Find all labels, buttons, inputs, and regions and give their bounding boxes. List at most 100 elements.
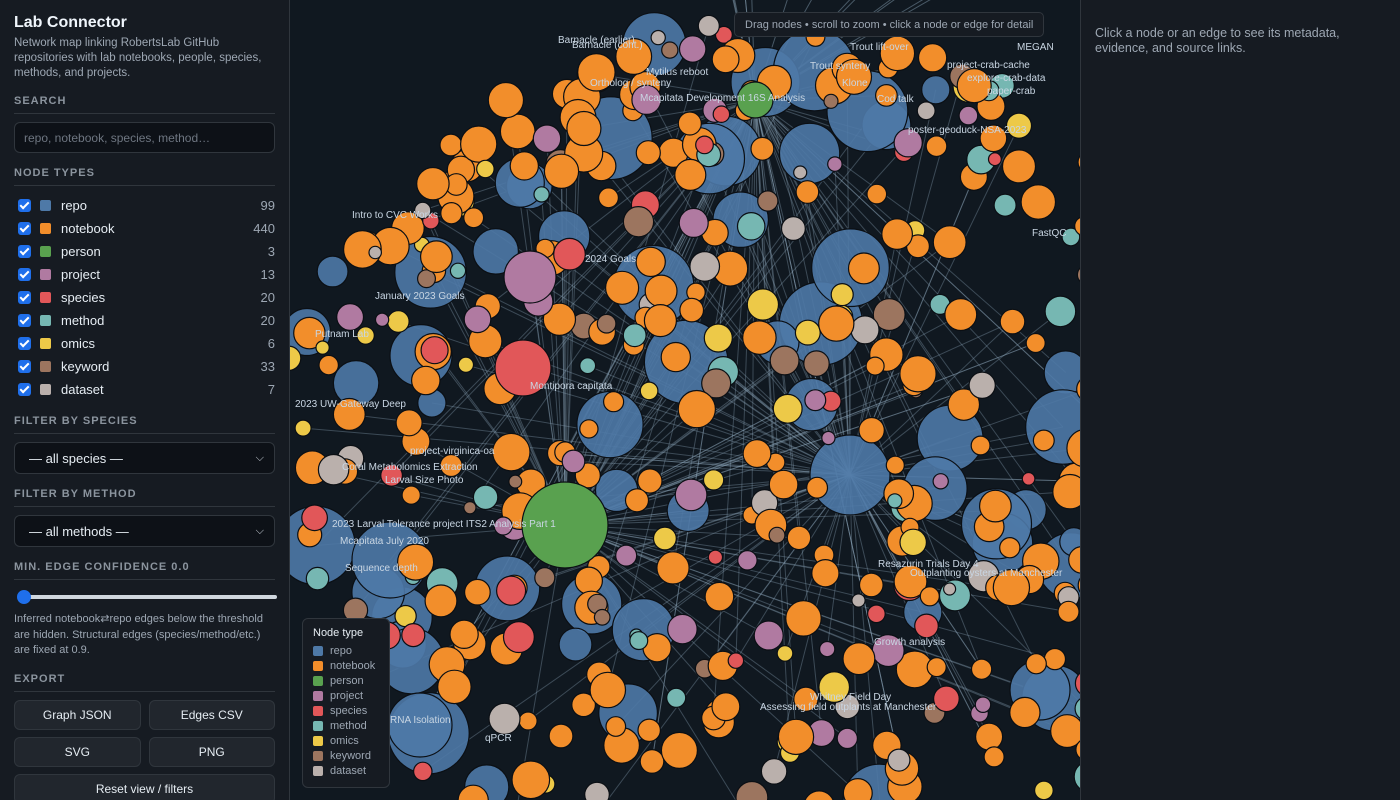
graph-node-keyword[interactable]: [872, 298, 906, 332]
graph-node-notebook[interactable]: [635, 140, 661, 166]
graph-node-dataset[interactable]: [760, 758, 788, 785]
graph-node-notebook[interactable]: [711, 45, 740, 74]
graph-node-species[interactable]: [301, 504, 329, 532]
graph-node-notebook[interactable]: [750, 136, 775, 161]
graph-node-notebook[interactable]: [842, 642, 876, 676]
graph-node-omics[interactable]: [294, 419, 312, 437]
export-svg-button[interactable]: SVG: [14, 736, 141, 767]
graph-node-notebook[interactable]: [1066, 429, 1080, 467]
confidence-slider[interactable]: [14, 588, 277, 606]
graph-node-keyword[interactable]: [463, 501, 477, 515]
graph-node-notebook[interactable]: [589, 671, 627, 709]
graph-node-project[interactable]: [804, 389, 827, 412]
graph-edge[interactable]: [573, 460, 851, 476]
graph-node-notebook[interactable]: [615, 37, 653, 75]
graph-node-species[interactable]: [867, 604, 886, 624]
graph-node-omics[interactable]: [703, 323, 733, 353]
graph-node-omics[interactable]: [652, 526, 677, 551]
graph-node-dataset[interactable]: [942, 582, 957, 596]
graph-node-species[interactable]: [714, 25, 733, 44]
graph-node-repo[interactable]: [809, 434, 891, 516]
graph-node-notebook[interactable]: [643, 304, 677, 338]
graph-node-keyword[interactable]: [593, 608, 611, 626]
graph-node-method[interactable]: [305, 566, 330, 591]
graph-node-species[interactable]: [494, 339, 552, 397]
graph-node-notebook[interactable]: [1025, 653, 1047, 675]
graph-node-notebook[interactable]: [881, 218, 913, 251]
graph-node-method[interactable]: [1073, 761, 1080, 792]
graph-node-omics[interactable]: [794, 319, 821, 346]
graph-node-project[interactable]: [493, 516, 513, 536]
graph-node-notebook[interactable]: [449, 619, 479, 650]
graph-node-notebook[interactable]: [660, 731, 698, 770]
graph-node-notebook[interactable]: [566, 110, 602, 147]
graph-edge[interactable]: [754, 99, 950, 243]
graph-node-notebook[interactable]: [999, 308, 1026, 335]
graph-node-notebook[interactable]: [974, 722, 1004, 751]
export-graph-json-button[interactable]: Graph JSON: [14, 699, 141, 730]
graph-node-notebook[interactable]: [1077, 152, 1080, 173]
graph-edge[interactable]: [527, 474, 851, 722]
graph-node-notebook[interactable]: [786, 525, 812, 551]
graph-node-omics[interactable]: [1005, 112, 1033, 139]
graph-node-dataset[interactable]: [916, 101, 936, 121]
graph-node-method[interactable]: [1061, 227, 1080, 247]
graph-node-dataset[interactable]: [697, 14, 720, 37]
checkbox[interactable]: [18, 199, 31, 212]
checkbox[interactable]: [18, 268, 31, 281]
graph-node-project[interactable]: [336, 303, 365, 332]
graph-node-keyword[interactable]: [622, 205, 655, 238]
graph-node-method[interactable]: [993, 193, 1017, 217]
graph-node-dataset[interactable]: [650, 29, 666, 46]
graph-node-repo[interactable]: [558, 627, 593, 662]
graph-node-notebook[interactable]: [1001, 149, 1037, 184]
graph-node-notebook[interactable]: [396, 543, 435, 581]
graph-node-species[interactable]: [914, 613, 939, 639]
graph-node-notebook[interactable]: [1075, 739, 1080, 761]
graph-node-project[interactable]: [836, 727, 859, 750]
graph-node-notebook[interactable]: [395, 409, 423, 437]
reset-view-button[interactable]: Reset view / filters: [14, 773, 275, 800]
graph-node-species[interactable]: [496, 575, 527, 606]
graph-node-omics[interactable]: [315, 340, 330, 355]
graph-node-keyword[interactable]: [757, 190, 779, 212]
graph-node-notebook[interactable]: [318, 354, 339, 376]
graph-node-omics[interactable]: [702, 469, 725, 491]
graph-node-dataset[interactable]: [968, 371, 996, 399]
graph-node-notebook[interactable]: [674, 158, 707, 191]
graph-node-keyword[interactable]: [534, 567, 556, 589]
graph-edge[interactable]: [601, 474, 851, 618]
graph-node-notebook[interactable]: [679, 297, 705, 323]
graph-node-notebook[interactable]: [463, 578, 491, 606]
graph-node-notebook[interactable]: [1057, 600, 1080, 623]
graph-node-project[interactable]: [932, 473, 949, 490]
graph-node-dataset[interactable]: [689, 250, 721, 282]
graph-node-notebook[interactable]: [1050, 714, 1080, 749]
graph-node-project[interactable]: [631, 84, 662, 116]
graph-node-notebook[interactable]: [635, 246, 666, 278]
graph-node-dataset[interactable]: [780, 216, 806, 242]
graph-edge[interactable]: [735, 99, 756, 661]
graph-node-method[interactable]: [938, 579, 972, 612]
graph-node-notebook[interactable]: [806, 476, 829, 499]
node-type-dataset[interactable]: dataset 7: [14, 378, 275, 401]
graph-node-project[interactable]: [958, 105, 979, 126]
graph-node-notebook[interactable]: [835, 58, 873, 95]
graph-node-notebook[interactable]: [677, 389, 716, 429]
graph-node-repo[interactable]: [1043, 350, 1080, 395]
graph-node-repo[interactable]: [778, 122, 841, 185]
graph-node-keyword[interactable]: [1076, 265, 1080, 284]
graph-node-notebook[interactable]: [293, 316, 326, 350]
graph-node-notebook[interactable]: [875, 83, 898, 107]
graph-node-notebook[interactable]: [1076, 376, 1080, 402]
graph-node-dataset[interactable]: [368, 245, 382, 260]
node-type-omics[interactable]: omics 6: [14, 332, 275, 355]
graph-node-notebook[interactable]: [577, 53, 616, 92]
graph-node-notebook[interactable]: [579, 419, 599, 439]
graph-node-method[interactable]: [622, 323, 647, 348]
graph-node-notebook[interactable]: [926, 656, 947, 678]
graph-node-notebook[interactable]: [795, 180, 820, 204]
graph-node-method[interactable]: [449, 262, 467, 279]
node-type-method[interactable]: method 20: [14, 309, 275, 332]
graph-node-project[interactable]: [678, 35, 707, 63]
